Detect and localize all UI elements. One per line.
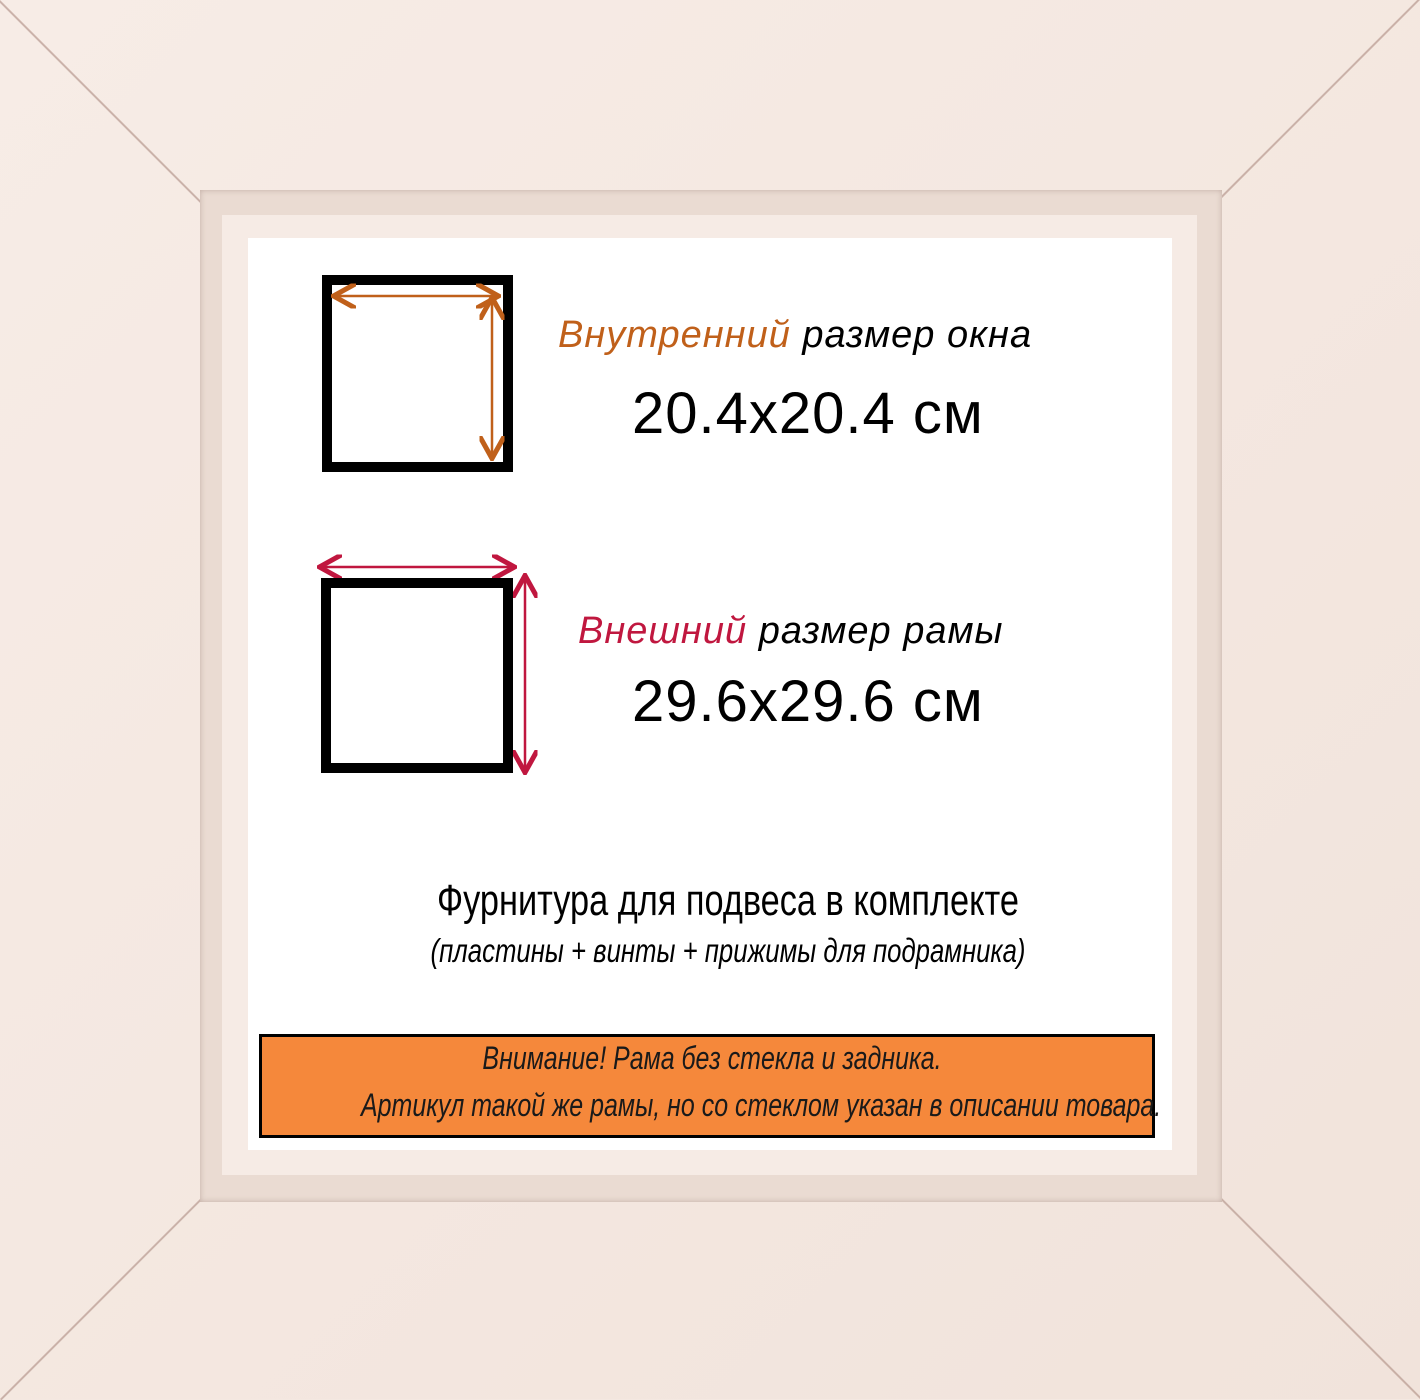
outer-size-label: Внешний размер рамы [578, 610, 1004, 653]
outer-size-value: 29.6x29.6 см [632, 669, 984, 734]
inner-size-value: 20.4x20.4 см [632, 381, 984, 446]
outer-label-rest: размер рамы [758, 610, 1004, 652]
inner-size-diagram [322, 275, 513, 472]
inner-label-rest: размер окна [802, 314, 1033, 356]
notice-line-1: Внимание! Рама без стекла и задника. [482, 1040, 942, 1076]
hardware-title: Фурнитура для подвеса в комплекте [437, 876, 1019, 925]
hardware-subtitle: (пластины + винты + прижимы для подрамни… [430, 932, 1026, 969]
frame-window [248, 238, 1172, 1150]
inner-size-label: Внутренний размер окна [558, 314, 1032, 357]
notice-line-2: Артикул такой же рамы, но со стеклом ука… [361, 1087, 1162, 1123]
outer-size-diagram [321, 578, 513, 773]
notice-banner [259, 1034, 1155, 1138]
inner-accent: Внутренний [558, 314, 791, 356]
outer-accent: Внешний [578, 610, 748, 652]
